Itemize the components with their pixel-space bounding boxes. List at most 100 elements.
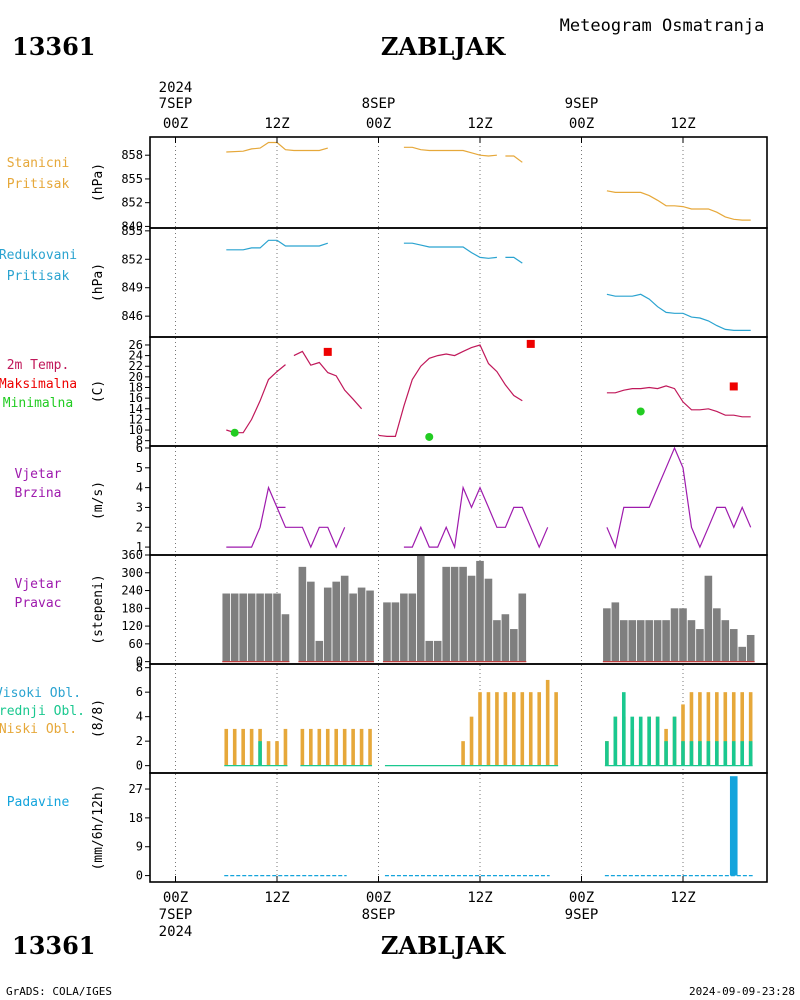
- max-temp-point: [323, 347, 332, 356]
- y-tick-label: 0: [136, 655, 143, 669]
- wind-dir-bar: [713, 608, 721, 662]
- temperature-line: [606, 385, 751, 418]
- y-tick-label: 3: [136, 500, 143, 514]
- y-tick-label: 2: [136, 520, 143, 534]
- wind-dir-bar: [518, 593, 527, 662]
- y-tick-label: 24: [129, 349, 143, 363]
- wind-dir-bar: [450, 566, 459, 662]
- y-tick-label: 12: [129, 412, 143, 426]
- mid-cloud-bar: [723, 741, 728, 766]
- series-line: [276, 239, 328, 247]
- mid-cloud-bar: [748, 741, 753, 766]
- y-tick-label: 18: [129, 381, 143, 395]
- panel-frame: [149, 445, 768, 556]
- y-tick-label: 0: [136, 759, 143, 773]
- mid-cloud-bar: [731, 741, 736, 766]
- panel-frame: [149, 227, 768, 338]
- min-temp-point: [636, 407, 645, 416]
- mid-cloud-bar: [638, 716, 643, 766]
- wind-dir-bar: [628, 620, 637, 662]
- mid-cloud-bar: [689, 741, 694, 766]
- low-cloud-bar: [469, 716, 474, 766]
- y-tick-label: 18: [129, 811, 143, 825]
- y-tick-label: 27: [129, 782, 143, 796]
- panel-label: Niski Obl.: [0, 722, 77, 737]
- hour-top: 12Z: [467, 116, 492, 132]
- y-axis-label: (C): [91, 380, 106, 403]
- y-tick-label: 360: [121, 548, 143, 562]
- wind-dir-bar: [738, 646, 747, 662]
- y-tick-label: 858: [121, 148, 143, 162]
- wind-dir-bar: [222, 593, 231, 662]
- panel-label: Vjetar: [15, 577, 62, 592]
- hour-bottom: 00Z: [366, 890, 391, 906]
- wind-dir-bar: [721, 620, 730, 662]
- panel-label: Maksimalna: [0, 377, 77, 392]
- series-line: [276, 142, 328, 152]
- y-tick-label: 846: [121, 309, 143, 323]
- low-cloud-bar: [249, 728, 254, 766]
- low-cloud-bar: [723, 692, 728, 766]
- low-cloud-bar: [689, 692, 694, 766]
- station-name-top: ZABLJAK: [381, 32, 506, 61]
- series-line: [403, 242, 497, 259]
- wind-dir-bar: [408, 593, 417, 662]
- mid-cloud-bar: [630, 716, 635, 766]
- date-bottom: 9SEP: [565, 907, 599, 923]
- footer-right: 2024-09-09-23:28: [689, 985, 795, 998]
- panel-1: 846 849 852 855 (hPa) Redukovani Pritisak: [0, 224, 768, 338]
- series-line: [226, 239, 277, 251]
- low-cloud-bar: [241, 728, 245, 766]
- wind-dir-bar: [662, 620, 670, 662]
- mid-cloud-bar: [672, 716, 677, 766]
- plot-layer: 849852855858(hPa)StanicniPritisak8468498…: [0, 80, 768, 940]
- wind-dir-bar: [696, 629, 704, 662]
- hour-top: 12Z: [670, 116, 695, 132]
- hour-top: 00Z: [569, 116, 594, 132]
- max-temp-point: [526, 339, 535, 348]
- wind-dir-bar: [273, 593, 281, 662]
- panel-label: Pravac: [15, 596, 62, 611]
- wind-dir-bar: [746, 634, 755, 662]
- low-cloud-bar: [368, 728, 372, 766]
- y-tick-label: 855: [121, 224, 143, 238]
- wind-dir-bar: [603, 608, 611, 662]
- mid-cloud-bar: [613, 716, 618, 766]
- y-tick-label: 120: [121, 619, 143, 633]
- wind-dir-bar: [416, 555, 425, 662]
- series-line: [403, 485, 549, 550]
- panel-label: Minimalna: [3, 396, 73, 411]
- wind-dir-bar: [653, 620, 662, 662]
- precip-bar: [729, 776, 738, 876]
- hour-bottom: 00Z: [163, 890, 188, 906]
- low-cloud-bar: [275, 741, 279, 766]
- hour-bottom: 12Z: [467, 890, 492, 906]
- wind-dir-bar: [687, 620, 696, 662]
- mid-cloud-bar: [647, 716, 651, 766]
- min-temp-point: [230, 428, 239, 437]
- wind-dir-bar: [619, 620, 628, 662]
- y-axis-label: (m/s): [91, 481, 106, 520]
- wind-dir-bar: [433, 640, 442, 662]
- wind-dir-bar: [704, 575, 713, 662]
- time-axis-bottom: 00Z 12Z 00Z 12Z 00Z 12Z 7SEP 8SEP 9SEP 2024: [159, 890, 696, 940]
- y-tick-label: 240: [121, 584, 143, 598]
- wind-dir-bar: [391, 602, 400, 662]
- wind-dir-bar: [383, 602, 391, 662]
- wind-dir-bar: [636, 620, 645, 662]
- mid-cloud-bar: [655, 716, 660, 766]
- wind-dir-bar: [476, 560, 484, 662]
- mid-cloud-bar: [740, 741, 745, 766]
- wind-dir-bar: [323, 587, 332, 662]
- wind-dir-bar: [366, 590, 374, 662]
- low-cloud-bar: [461, 741, 465, 766]
- hour-top: 12Z: [264, 116, 289, 132]
- wind-dir-bar: [467, 575, 476, 662]
- panel-5: 0 2 4 6 8 (8/8) Visoki Obl. Srednji Obl. Niski O…: [0, 661, 768, 774]
- y-tick-label: 1: [136, 540, 143, 554]
- y-tick-label: 0: [136, 869, 143, 883]
- low-cloud-bar: [748, 692, 753, 766]
- low-cloud-bar: [503, 692, 508, 766]
- y-tick-label: 849: [121, 219, 143, 233]
